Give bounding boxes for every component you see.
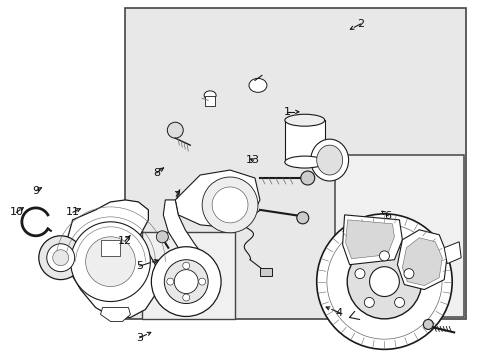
Circle shape (151, 247, 221, 316)
Circle shape (403, 269, 413, 279)
Circle shape (354, 269, 364, 279)
Text: 12: 12 (118, 236, 132, 246)
Circle shape (296, 212, 308, 224)
Circle shape (156, 231, 168, 243)
Circle shape (183, 262, 189, 269)
Circle shape (166, 278, 173, 285)
Ellipse shape (203, 91, 216, 100)
Text: 7: 7 (172, 191, 180, 201)
Circle shape (39, 236, 82, 280)
Ellipse shape (285, 114, 324, 126)
Polygon shape (345, 220, 394, 259)
Circle shape (240, 194, 255, 210)
Text: 1: 1 (284, 107, 290, 117)
Bar (285, 120, 324, 162)
Text: 10: 10 (9, 207, 23, 217)
Polygon shape (402, 238, 441, 285)
Circle shape (300, 171, 314, 185)
Circle shape (364, 297, 373, 307)
Circle shape (47, 244, 75, 272)
Circle shape (423, 319, 432, 329)
Text: 3: 3 (136, 333, 143, 343)
Circle shape (212, 187, 247, 223)
Ellipse shape (316, 145, 342, 175)
Circle shape (346, 244, 421, 319)
Ellipse shape (285, 156, 324, 168)
Polygon shape (163, 200, 210, 270)
Bar (125, 8, 465, 319)
Circle shape (85, 237, 135, 287)
Bar (101, 240, 120, 256)
Polygon shape (175, 170, 260, 228)
Ellipse shape (310, 139, 348, 181)
Circle shape (369, 267, 399, 297)
Circle shape (183, 294, 189, 301)
Polygon shape (342, 215, 402, 265)
Circle shape (394, 297, 404, 307)
Circle shape (326, 224, 441, 339)
Text: 6: 6 (384, 211, 391, 221)
Circle shape (174, 270, 198, 293)
Polygon shape (443, 242, 460, 264)
Text: 9: 9 (32, 186, 40, 196)
Circle shape (198, 278, 205, 285)
Circle shape (71, 222, 150, 302)
Text: 5: 5 (136, 261, 143, 271)
Bar (334, 155, 463, 318)
Text: 8: 8 (153, 168, 160, 178)
Text: 4: 4 (335, 308, 343, 318)
Bar (205, 96, 215, 106)
Polygon shape (65, 200, 155, 318)
Circle shape (53, 250, 68, 266)
Circle shape (316, 214, 451, 349)
Circle shape (379, 251, 388, 261)
Polygon shape (397, 230, 447, 289)
Bar (260, 268, 271, 276)
Text: 2: 2 (356, 19, 363, 29)
Circle shape (202, 177, 258, 233)
Polygon shape (101, 307, 130, 321)
Text: 11: 11 (66, 207, 80, 217)
Bar (142, 232, 235, 319)
Text: 13: 13 (246, 155, 260, 165)
Circle shape (167, 122, 183, 138)
Ellipse shape (248, 78, 266, 92)
Circle shape (164, 260, 208, 303)
